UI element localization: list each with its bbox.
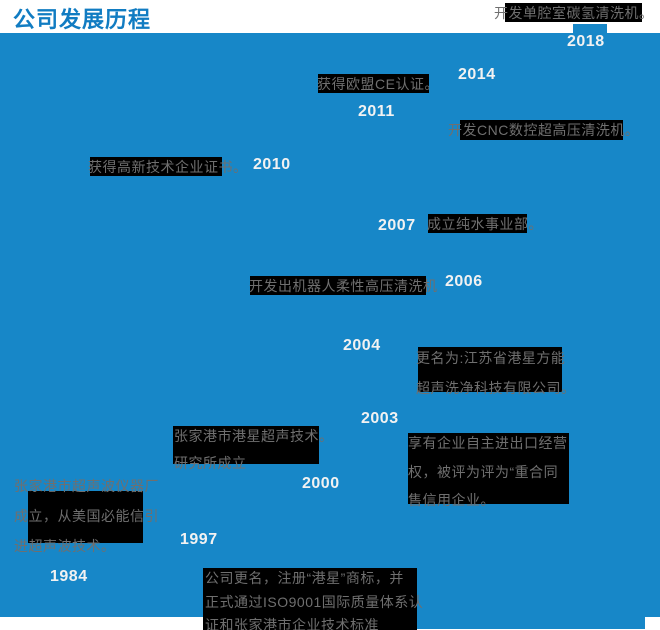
event-text-2000-line2: 研究所成立 <box>174 455 247 471</box>
event-text-2003-line3: 售信用企业。 <box>408 492 495 508</box>
event-box-1997 <box>203 568 417 630</box>
year-2007: 2007 <box>378 217 416 234</box>
event-box-2003 <box>408 433 569 504</box>
event-box-2004 <box>418 347 562 392</box>
event-text-2011: 获得欧盟CE认证。 <box>317 76 439 92</box>
year-1997: 1997 <box>180 531 218 548</box>
year-2000: 2000 <box>302 475 340 492</box>
year-2003: 2003 <box>361 410 399 427</box>
year-2004: 2004 <box>343 337 381 354</box>
event-text-1984-line2: 成立，从美国必能信引 <box>14 508 159 524</box>
event-text-1984-line1: 张家港市超声波仪器厂 <box>14 478 159 494</box>
event-text-1984-line3: 进超声波技术。 <box>14 538 116 554</box>
event-text-2007: 成立纯水事业部。 <box>427 216 543 232</box>
event-text-2004-line2: 超声洗净科技有限公司。 <box>416 380 576 396</box>
year-2011: 2011 <box>358 103 395 120</box>
timeline-step-foot <box>413 616 645 629</box>
event-box-2014 <box>460 120 623 140</box>
event-text-2010: 获得高新技术企业证书。 <box>88 159 248 175</box>
year-2014: 2014 <box>458 66 496 83</box>
event-box-1984 <box>28 491 143 543</box>
page-title: 公司发展历程 <box>13 7 152 32</box>
event-text-1997-line3: 证和张家港市企业技术标准 <box>205 617 379 630</box>
timeline-step-notch <box>573 24 607 34</box>
event-text-2004-line1: 更名为:江苏省港星方能 <box>416 350 566 366</box>
event-text-2003-line1: 享有企业自主进出口经营 <box>408 435 568 451</box>
event-box-2018 <box>505 3 642 22</box>
event-text-2000-line1: 张家港市港星超声技术。 <box>174 428 334 444</box>
event-box-2007 <box>428 214 527 233</box>
year-2018: 2018 <box>567 33 605 50</box>
year-2006: 2006 <box>445 273 483 290</box>
year-2010: 2010 <box>253 156 291 173</box>
event-box-2006 <box>250 276 426 295</box>
event-text-2006: 开发出机器人柔性高压清洗机 <box>249 278 438 294</box>
event-text-1997-line2: 正式通过ISO9001国际质量体系认 <box>205 594 424 610</box>
event-box-2011 <box>318 74 429 93</box>
year-1984: 1984 <box>50 568 88 585</box>
event-text-1997-line1: 公司更名，注册“港星”商标，并 <box>205 570 404 586</box>
event-text-2003-line2: 权，被评为评为“重合同 <box>408 464 559 480</box>
event-text-2014: 开发CNC数控超高压清洗机。 <box>448 122 640 138</box>
event-box-2000 <box>173 426 319 464</box>
event-text-2018: 开发单腔室碳氢清洗机。 <box>494 5 654 21</box>
event-box-2010 <box>90 157 222 176</box>
